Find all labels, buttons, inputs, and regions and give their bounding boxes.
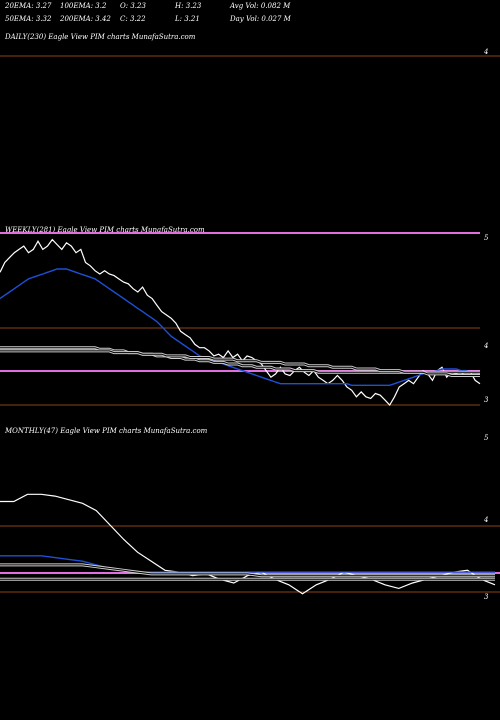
weekly-y-tick-label: 4 <box>483 342 488 350</box>
header-cell: H: 3.23 <box>174 2 202 10</box>
header: 20EMA: 3.27 100EMA: 3.2 O: 3.23 H: 3.23 … <box>4 2 292 23</box>
monthly-panel-title: MONTHLY(47) Eagle View PIM charts Munafa… <box>4 427 208 435</box>
monthly-ema-fast-line <box>0 555 495 573</box>
header-cell: Day Vol: 0.027 M <box>229 15 292 23</box>
daily-panel-title: DAILY(230) Eagle View PIM charts MunafaS… <box>4 33 196 41</box>
weekly-y-tick-label: 3 <box>484 396 489 404</box>
header-cell: L: 3.21 <box>174 15 200 23</box>
monthly-panel: MONTHLY(47) Eagle View PIM charts Munafa… <box>0 427 500 601</box>
monthly-y-tick-label: 3 <box>484 593 489 601</box>
weekly-y-tick-label: 5 <box>484 234 489 242</box>
monthly-y-tick-label: 5 <box>484 434 489 442</box>
weekly-price-line <box>0 238 481 406</box>
header-cell: 50EMA: 3.32 <box>5 15 52 23</box>
header-cell: 20EMA: 3.27 <box>4 2 52 10</box>
weekly-panel: WEEKLY(281) Eagle View PIM charts Munafa… <box>0 226 489 406</box>
header-cell: 100EMA: 3.2 <box>60 2 107 10</box>
weekly-ema-long-line <box>0 350 480 376</box>
monthly-ema-slow-line <box>0 564 495 577</box>
monthly-y-tick-label: 4 <box>483 516 488 524</box>
header-cell: O: 3.23 <box>120 2 146 10</box>
daily-panel: DAILY(230) Eagle View PIM charts MunafaS… <box>0 33 500 57</box>
monthly-series-group <box>0 493 496 595</box>
weekly-series-group <box>0 238 481 406</box>
weekly-panel-title: WEEKLY(281) Eagle View PIM charts Munafa… <box>5 226 205 234</box>
daily-y-tick-label: 4 <box>483 48 488 56</box>
monthly-price-line <box>0 493 496 595</box>
header-cell: Avg Vol: 0.082 M <box>229 2 291 10</box>
weekly-ema-fast-line <box>0 268 481 386</box>
header-cell: 200EMA: 3.42 <box>59 15 111 23</box>
header-cell: C: 3.22 <box>120 15 146 23</box>
